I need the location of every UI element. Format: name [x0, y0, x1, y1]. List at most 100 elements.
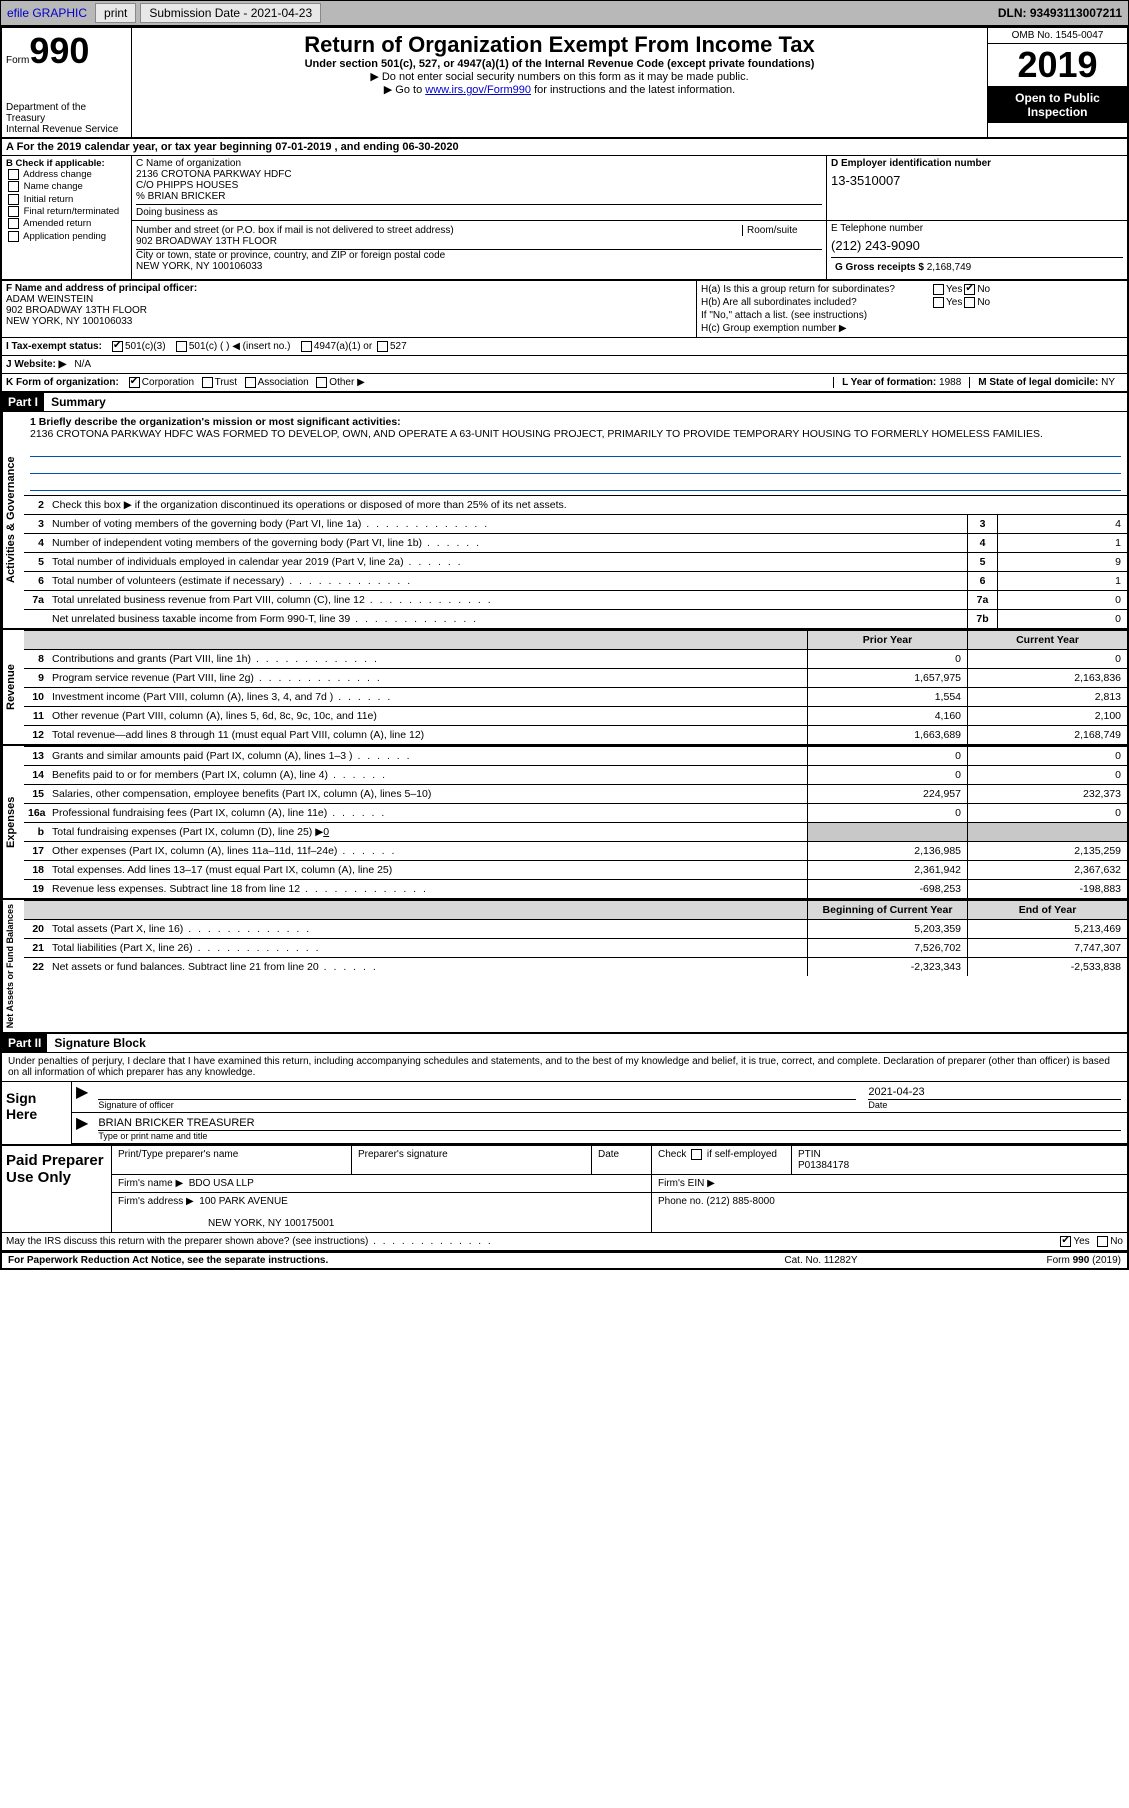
arrow-icon: ▶: [72, 1082, 92, 1112]
mission-label: 1 Briefly describe the organization's mi…: [30, 416, 401, 428]
sign-date: 2021-04-23: [868, 1084, 1121, 1100]
address-block: Number and street (or P.O. box if mail i…: [132, 221, 827, 279]
line-14: Benefits paid to or for members (Part IX…: [48, 766, 807, 784]
val-7b: 0: [997, 610, 1127, 628]
firm-address-cell: Firm's address ▶ 100 PARK AVENUENEW YORK…: [112, 1193, 652, 1232]
cb-corporation[interactable]: [129, 377, 140, 388]
section-net-assets: Net Assets or Fund Balances Beginning of…: [2, 900, 1127, 1034]
hdr-current-year: Current Year: [967, 631, 1127, 649]
line-7b: Net unrelated business taxable income fr…: [48, 610, 967, 628]
row-a-period: A For the 2019 calendar year, or tax yea…: [2, 139, 1127, 156]
cat-no: Cat. No. 11282Y: [721, 1255, 921, 1266]
cb-other[interactable]: [316, 377, 327, 388]
line-19: Revenue less expenses. Subtract line 18 …: [48, 880, 807, 898]
ein-value: 13-3510007: [831, 169, 1123, 188]
val-6: 1: [997, 572, 1127, 590]
part2-tag: Part II: [2, 1034, 47, 1052]
part1-tag: Part I: [2, 393, 44, 411]
period-text: A For the 2019 calendar year, or tax yea…: [6, 141, 459, 153]
ptin-value: P01384178: [798, 1160, 849, 1171]
line-6: Total number of volunteers (estimate if …: [48, 572, 967, 590]
cb-trust[interactable]: [202, 377, 213, 388]
subtitle-2: ▶ Do not enter social security numbers o…: [136, 70, 983, 83]
sign-here-label: Sign Here: [2, 1082, 72, 1144]
part-2-header: Part II Signature Block: [2, 1034, 1127, 1053]
cb-application-pending[interactable]: Application pending: [6, 231, 127, 243]
type-print-label: Type or print name and title: [98, 1131, 1121, 1141]
m-state: M State of legal domicile: NY: [969, 377, 1123, 388]
hb-no-cb[interactable]: [964, 297, 975, 308]
cb-501c[interactable]: [176, 341, 187, 352]
cb-final-return[interactable]: Final return/terminated: [6, 206, 127, 218]
f-label: F Name and address of principal officer:: [6, 283, 197, 294]
cb-association[interactable]: [245, 377, 256, 388]
officer-addr1: 902 BROADWAY 13TH FLOOR: [6, 305, 692, 316]
open-line2: Inspection: [992, 105, 1123, 119]
goto-post: for instructions and the latest informat…: [531, 84, 735, 96]
open-public: Open to Public Inspection: [988, 87, 1127, 123]
org-name-block: C Name of organization 2136 CROTONA PARK…: [132, 156, 827, 221]
street-address: 902 BROADWAY 13TH FLOOR: [136, 236, 822, 247]
discuss-row: May the IRS discuss this return with the…: [2, 1232, 1127, 1251]
print-button[interactable]: print: [95, 3, 136, 23]
header-left: Form990 Department of the Treasury Inter…: [2, 28, 132, 137]
date-label: Date: [868, 1100, 1121, 1110]
line-16a: Professional fundraising fees (Part IX, …: [48, 804, 807, 822]
section-expenses: Expenses 13Grants and similar amounts pa…: [2, 746, 1127, 900]
cb-initial-return[interactable]: Initial return: [6, 194, 127, 206]
cb-address-change[interactable]: Address change: [6, 169, 127, 181]
line-10: Investment income (Part VIII, column (A)…: [48, 688, 807, 706]
discuss-yes-cb[interactable]: [1060, 1236, 1071, 1247]
form-number: 990: [29, 30, 89, 71]
mission-block: 1 Briefly describe the organization's mi…: [24, 412, 1127, 495]
val-5: 9: [997, 553, 1127, 571]
efile-link[interactable]: efile GRAPHIC: [1, 4, 93, 22]
line-11: Other revenue (Part VIII, column (A), li…: [48, 707, 807, 725]
form-990: Form990 Department of the Treasury Inter…: [0, 26, 1129, 1270]
line-5: Total number of individuals employed in …: [48, 553, 967, 571]
room-label: Room/suite: [742, 225, 822, 236]
section-revenue: Revenue Prior YearCurrent Year 8Contribu…: [2, 630, 1127, 746]
line-3: Number of voting members of the governin…: [48, 515, 967, 533]
submission-date-button[interactable]: Submission Date - 2021-04-23: [140, 3, 321, 23]
line-8: Contributions and grants (Part VIII, lin…: [48, 650, 807, 668]
cb-amended-return[interactable]: Amended return: [6, 218, 127, 230]
phone-gross-block: E Telephone number (212) 243-9090 G Gros…: [827, 221, 1127, 279]
side-revenue: Revenue: [2, 630, 24, 744]
ha-no-cb[interactable]: [964, 284, 975, 295]
cb-527[interactable]: [377, 341, 388, 352]
preparer-date-label: Date: [592, 1146, 652, 1174]
signature-declaration: Under penalties of perjury, I declare th…: [2, 1053, 1127, 1081]
side-expenses: Expenses: [2, 746, 24, 898]
ha-label: H(a) Is this a group return for subordin…: [701, 284, 931, 295]
discuss-no-cb[interactable]: [1097, 1236, 1108, 1247]
cb-4947[interactable]: [301, 341, 312, 352]
cb-name-change[interactable]: Name change: [6, 181, 127, 193]
col-b-checkboxes: B Check if applicable: Address change Na…: [2, 156, 132, 279]
tax-year: 2019: [988, 44, 1127, 87]
officer-printed-name: BRIAN BRICKER TREASURER: [98, 1115, 1121, 1131]
gross-receipts: G Gross receipts $ 2,168,749: [831, 257, 1123, 277]
hb-label: H(b) Are all subordinates included?: [701, 297, 931, 308]
form-header: Form990 Department of the Treasury Inter…: [2, 28, 1127, 139]
form990-link[interactable]: www.irs.gov/Form990: [425, 84, 531, 96]
hdr-beginning: Beginning of Current Year: [807, 901, 967, 919]
discuss-text: May the IRS discuss this return with the…: [6, 1236, 493, 1247]
val-3: 4: [997, 515, 1127, 533]
row-i-tax-exempt: I Tax-exempt status: 501(c)(3) 501(c) ( …: [2, 338, 1127, 356]
line-15: Salaries, other compensation, employee b…: [48, 785, 807, 803]
line-7a: Total unrelated business revenue from Pa…: [48, 591, 967, 609]
j-label: J Website: ▶: [6, 359, 66, 370]
form-ref: Form 990 (2019): [921, 1255, 1121, 1266]
hb-yes-cb[interactable]: [933, 297, 944, 308]
cb-501c3[interactable]: [112, 341, 123, 352]
hc-label: H(c) Group exemption number ▶: [701, 323, 847, 334]
line-13: Grants and similar amounts paid (Part IX…: [48, 747, 807, 765]
ha-yes-cb[interactable]: [933, 284, 944, 295]
addr-label: Number and street (or P.O. box if mail i…: [136, 225, 742, 236]
line-2: Check this box ▶ if the organization dis…: [48, 496, 1127, 514]
subtitle-3: ▶ Go to www.irs.gov/Form990 for instruct…: [136, 83, 983, 96]
line-21: Total liabilities (Part X, line 26): [48, 939, 807, 957]
ein-label: D Employer identification number: [831, 158, 991, 169]
org-name-2: C/O PHIPPS HOUSES: [136, 180, 822, 191]
